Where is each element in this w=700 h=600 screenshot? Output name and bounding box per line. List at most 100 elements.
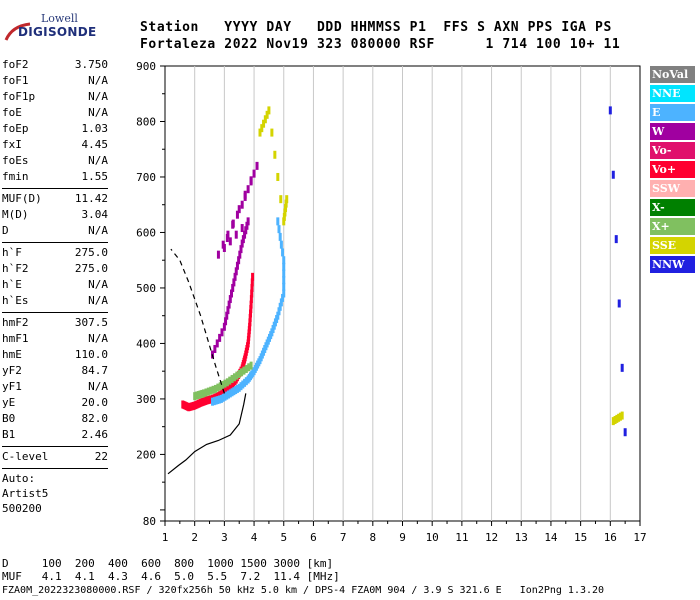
echo-point — [204, 388, 208, 397]
x-tick-label: 13 — [515, 531, 528, 544]
param-key: foEp — [2, 122, 29, 135]
param-value: 22 — [94, 450, 108, 463]
echo-point — [240, 224, 244, 233]
echo-point — [267, 106, 271, 115]
param-divider — [2, 312, 108, 313]
echo-point — [216, 250, 220, 259]
param-value: 84.7 — [81, 364, 109, 377]
param-divider — [2, 468, 108, 469]
param-key: hmF2 — [2, 316, 29, 329]
param-value: 82.0 — [81, 412, 109, 425]
echo-point — [227, 390, 231, 399]
echo-point — [233, 272, 237, 281]
echo-point — [222, 322, 226, 331]
echo-point — [218, 382, 222, 391]
echo-point — [617, 413, 621, 422]
echo-point — [220, 328, 224, 337]
echo-point — [228, 237, 232, 246]
echo-point — [248, 318, 252, 327]
param-row: foF1 N/A — [2, 74, 108, 90]
echo-point — [249, 300, 253, 309]
echo-point — [223, 379, 227, 388]
param-value: N/A — [88, 294, 108, 307]
echo-point — [613, 416, 617, 425]
echo-point — [240, 239, 244, 248]
profile-dashed-line — [170, 248, 225, 394]
param-divider — [2, 242, 108, 243]
param-key: yF1 — [2, 380, 22, 393]
legend-item-e: E — [650, 104, 695, 121]
digisonde-logo: Lowell DIGISONDE — [4, 6, 96, 46]
echo-point — [234, 267, 238, 276]
header-values: Fortaleza 2022 Nov19 323 080000 RSF 1 71… — [140, 37, 621, 52]
echo-point — [235, 210, 239, 219]
autoscaling-text: Artist5 — [2, 487, 49, 500]
echo-point — [251, 272, 255, 281]
param-value: 275.0 — [74, 246, 108, 259]
y-tick-label: 700 — [136, 171, 156, 184]
echo-point — [203, 397, 207, 406]
echo-point — [252, 169, 256, 178]
echo-point — [611, 417, 615, 426]
echo-point — [226, 306, 230, 315]
param-value: 3.04 — [81, 208, 109, 221]
param-row: foF2 3.750 — [2, 58, 108, 74]
echo-point — [262, 119, 266, 128]
x-tick-label: 16 — [604, 531, 617, 544]
echo-point — [240, 200, 244, 209]
echo-point — [276, 217, 280, 226]
legend-item-noval: NoVal — [650, 66, 695, 83]
echo-point — [282, 212, 286, 221]
param-value: N/A — [88, 90, 108, 103]
x-tick-label: 4 — [251, 531, 258, 544]
echo-point — [269, 331, 273, 340]
echo-point — [218, 395, 222, 404]
echo-point — [279, 298, 283, 307]
echo-point — [216, 396, 220, 405]
echo-point — [246, 185, 250, 194]
param-row: yF2 84.7 — [2, 364, 108, 380]
echo-point — [239, 382, 243, 391]
echo-point — [281, 248, 285, 257]
legend-item-vo: Vo+ — [650, 161, 695, 178]
param-key: h`E — [2, 278, 22, 291]
echo-point — [214, 396, 218, 405]
echo-point — [247, 363, 251, 372]
muf-row: MUF 4.1 4.1 4.3 4.6 5.0 5.5 7.2 11.4 [MH… — [2, 570, 340, 583]
param-row: foE N/A — [2, 106, 108, 122]
echo-point — [212, 397, 216, 406]
echo-point — [228, 389, 232, 398]
echo-point — [620, 363, 624, 372]
param-key: foF2 — [2, 58, 29, 71]
param-row: B0 82.0 — [2, 412, 108, 428]
echo-point — [197, 399, 201, 408]
echo-point — [221, 240, 225, 249]
param-row: hmE 110.0 — [2, 348, 108, 364]
echo-point — [230, 374, 234, 383]
param-value: N/A — [88, 380, 108, 393]
echo-point — [228, 295, 232, 304]
echo-point — [213, 384, 217, 393]
echo-point — [225, 378, 229, 387]
echo-point — [227, 300, 231, 309]
param-key: yE — [2, 396, 16, 409]
param-value: 110.0 — [74, 348, 108, 361]
param-key: fmin — [2, 170, 29, 183]
y-tick-label: 600 — [136, 226, 156, 239]
echo-point — [273, 150, 277, 159]
x-tick-label: 8 — [370, 531, 377, 544]
echo-point — [617, 299, 621, 308]
echo-point — [221, 380, 225, 389]
y-tick-label: 80 — [143, 515, 156, 528]
x-tick-label: 5 — [280, 531, 287, 544]
param-row: h`Es N/A — [2, 294, 108, 310]
echo-point — [270, 128, 274, 137]
echo-point — [263, 344, 267, 353]
param-key: MUF(D) — [2, 192, 42, 205]
echo-point — [219, 394, 223, 403]
echo-point — [258, 128, 262, 137]
param-row: fxI 4.45 — [2, 138, 108, 154]
x-tick-label: 12 — [485, 531, 498, 544]
echo-point — [279, 240, 283, 249]
param-row: MUF(D) 11.42 — [2, 192, 108, 208]
